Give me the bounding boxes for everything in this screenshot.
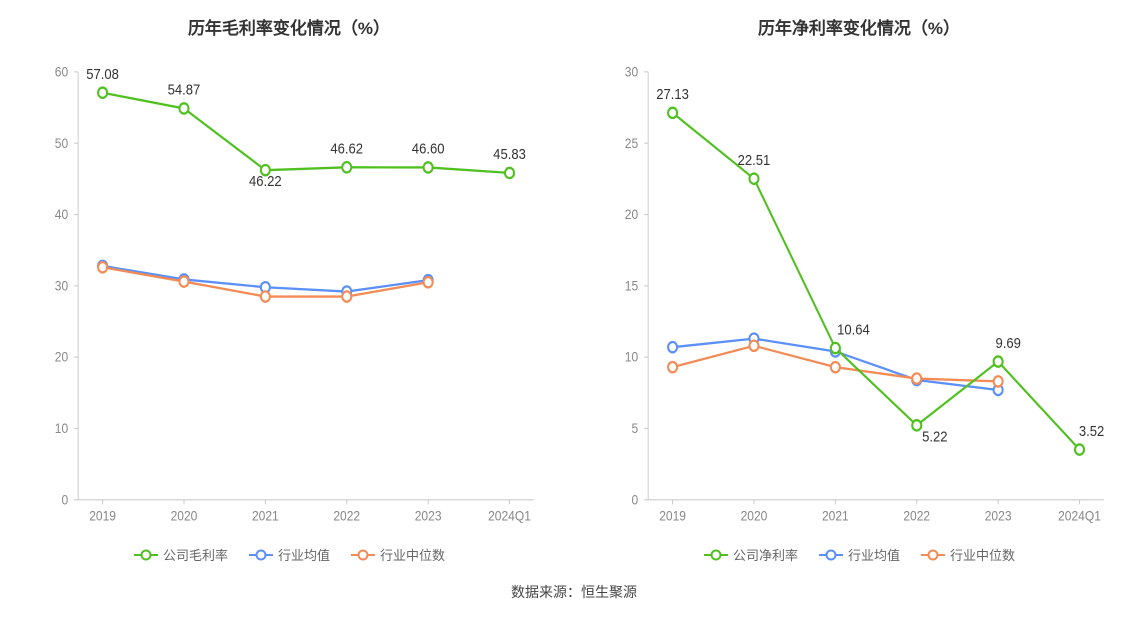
legend-item-industry-median: 行业中位数 <box>350 545 445 564</box>
svg-text:50: 50 <box>55 135 68 151</box>
legend-swatch-icon <box>350 549 376 561</box>
svg-text:27.13: 27.13 <box>656 85 689 102</box>
svg-text:25: 25 <box>625 135 638 151</box>
chart-legend-gross-margin: 公司毛利率 行业均值 行业中位数 <box>28 545 550 564</box>
svg-text:2019: 2019 <box>89 508 116 524</box>
legend-label: 公司净利率 <box>733 545 798 564</box>
svg-text:2023: 2023 <box>415 508 442 524</box>
data-source-value: 恒生聚源 <box>581 584 637 600</box>
chart-svg: 0 5 10 15 20 25 30 2019 2020 2021 2022 2023 2024Q1 27… <box>598 49 1120 541</box>
svg-text:3.52: 3.52 <box>1079 422 1105 439</box>
legend-swatch-icon <box>248 549 274 561</box>
chart-panel-gross-margin: 历年毛利率变化情况（%） 0 10 20 30 40 50 60 2019 2020 2021 20… <box>28 8 550 564</box>
chart-panel-net-margin: 历年净利率变化情况（%） 0 5 10 15 20 25 30 2019 2020 2021 202… <box>598 8 1120 564</box>
svg-text:60: 60 <box>55 64 68 80</box>
svg-text:0: 0 <box>61 492 68 508</box>
legend-item-industry-median: 行业中位数 <box>920 545 1015 564</box>
chart-plot-net-margin: 0 5 10 15 20 25 30 2019 2020 2021 2022 2023 2024Q1 27… <box>598 49 1120 541</box>
svg-text:2020: 2020 <box>741 508 768 524</box>
svg-text:15: 15 <box>625 278 638 294</box>
svg-text:40: 40 <box>55 206 68 222</box>
svg-text:54.87: 54.87 <box>168 81 201 98</box>
charts-row: 历年毛利率变化情况（%） 010203040506020192020202120… <box>28 8 1120 564</box>
legend-item-company: 公司净利率 <box>703 545 798 564</box>
data-source-label: 数据来源： <box>511 584 581 600</box>
legend-swatch-icon <box>818 549 844 561</box>
svg-text:20: 20 <box>55 349 68 365</box>
svg-text:5.22: 5.22 <box>922 428 948 445</box>
svg-text:10.64: 10.64 <box>837 320 870 337</box>
svg-text:2022: 2022 <box>903 508 930 524</box>
svg-text:2024Q1: 2024Q1 <box>1058 508 1101 524</box>
svg-text:2021: 2021 <box>822 508 849 524</box>
legend-item-company: 公司毛利率 <box>133 545 228 564</box>
svg-text:9.69: 9.69 <box>995 334 1021 351</box>
chart-plot-gross-margin: 0 10 20 30 40 50 60 2019 2020 2021 2022 2023 2024Q1 5… <box>28 49 550 541</box>
chart-title: 历年毛利率变化情况（%） <box>28 14 550 39</box>
data-source-footer: 数据来源：恒生聚源 <box>28 582 1120 602</box>
legend-label: 公司毛利率 <box>163 545 228 564</box>
svg-text:30: 30 <box>55 278 68 294</box>
svg-text:20: 20 <box>625 206 638 222</box>
legend-label: 行业中位数 <box>380 545 445 564</box>
legend-label: 行业中位数 <box>950 545 1015 564</box>
svg-text:2019: 2019 <box>659 508 686 524</box>
svg-text:22.51: 22.51 <box>738 151 771 168</box>
svg-text:2024Q1: 2024Q1 <box>488 508 531 524</box>
svg-text:2022: 2022 <box>333 508 360 524</box>
legend-item-industry-avg: 行业均值 <box>248 545 330 564</box>
svg-text:46.60: 46.60 <box>412 140 445 157</box>
charts-container: 历年毛利率变化情况（%） 010203040506020192020202120… <box>0 0 1148 619</box>
svg-text:46.62: 46.62 <box>330 140 363 157</box>
svg-text:57.08: 57.08 <box>86 65 119 82</box>
svg-text:45.83: 45.83 <box>493 145 526 162</box>
legend-label: 行业均值 <box>278 545 330 564</box>
svg-text:10: 10 <box>55 420 68 436</box>
chart-legend-net-margin: 公司净利率 行业均值 行业中位数 <box>598 545 1120 564</box>
svg-text:46.22: 46.22 <box>249 172 282 189</box>
legend-swatch-icon <box>920 549 946 561</box>
svg-text:10: 10 <box>625 349 638 365</box>
svg-text:2020: 2020 <box>171 508 198 524</box>
svg-text:0: 0 <box>631 492 638 508</box>
legend-swatch-icon <box>703 549 729 561</box>
svg-text:30: 30 <box>625 64 638 80</box>
legend-label: 行业均值 <box>848 545 900 564</box>
svg-text:5: 5 <box>631 420 638 436</box>
chart-svg: 0 10 20 30 40 50 60 2019 2020 2021 2022 2023 2024Q1 5… <box>28 49 550 541</box>
legend-item-industry-avg: 行业均值 <box>818 545 900 564</box>
svg-text:2023: 2023 <box>985 508 1012 524</box>
legend-swatch-icon <box>133 549 159 561</box>
svg-text:2021: 2021 <box>252 508 279 524</box>
chart-title: 历年净利率变化情况（%） <box>598 14 1120 39</box>
